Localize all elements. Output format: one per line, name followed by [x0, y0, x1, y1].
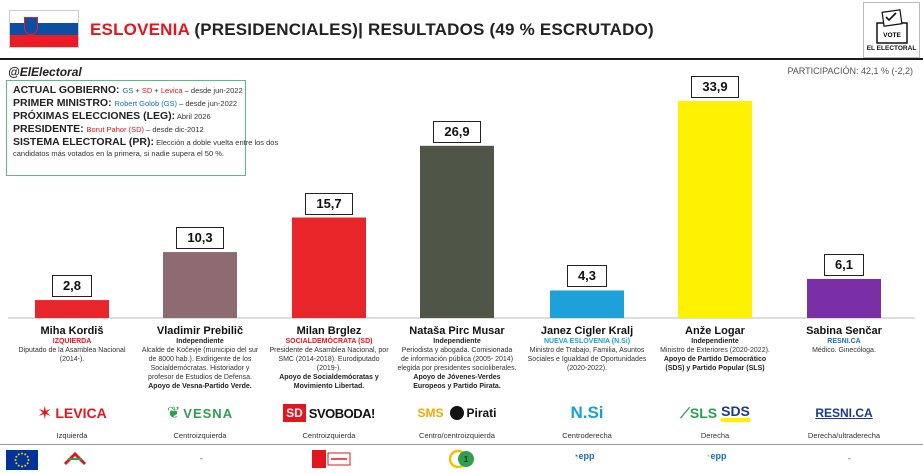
eu-flag-icon: [6, 450, 38, 470]
page-title: ESLOVENIA (PRESIDENCIALES)| RESULTADOS (…: [90, 20, 654, 40]
candidate-1: Miha Kordiš IZQUIERDA Diputado de la Asamb…: [12, 325, 132, 364]
footer-levica-icon: [62, 450, 88, 470]
el-electoral-logo: VOTE EL ELECTORAL: [863, 2, 920, 58]
slovenia-flag-icon: [9, 10, 79, 48]
footer: - 1 ◔epp ◔epp -: [0, 445, 923, 474]
value-label-1: 2,8: [52, 275, 92, 298]
candidate-5: Janez Cigler Kralj NUEVA ESLOVENIA (N.Si)…: [527, 325, 647, 373]
party-logo-1: ✶ LEVICA: [37, 402, 107, 423]
ideology-label-4: Centro/centroizquierda: [419, 431, 495, 440]
candidate-description: Diputado de la Asamblea Nacional (2014-)…: [18, 347, 126, 363]
svg-text:1: 1: [464, 455, 469, 464]
candidate-name: Milan Brglez: [296, 325, 362, 337]
candidate-name: Anže Logar: [685, 325, 745, 337]
ideology-label-1: Izquierda: [56, 431, 88, 440]
info-prime-minister: PRIMER MINISTRO: Robert Golob (GS) – des…: [13, 97, 238, 109]
candidate-6: Anže Logar Independiente Ministro de Exter…: [655, 325, 775, 373]
candidate-name: Nataša Pirc Musar: [409, 325, 505, 337]
candidate-3: Milan Brglez SOCIALDEMÓCRATA (SD) Presiden…: [269, 325, 389, 391]
bar-4: [420, 145, 494, 318]
ideology-label-2: Centroizquierda: [173, 431, 227, 440]
candidate-description: Presidente de Asamblea Nacional, por SMC…: [269, 347, 389, 390]
candidate-name: Vladimir Prebilič: [156, 325, 244, 337]
footer-epp-1: ◔epp: [573, 451, 595, 461]
header-divider: [0, 58, 923, 60]
candidate-support: Apoyo de Partido Democrático (SDS) y Par…: [663, 356, 767, 372]
candidate-party: RESNI.CA: [827, 338, 861, 345]
pirate-icon: [449, 406, 464, 420]
info-box: ACTUAL GOBIERNO: GS + SD + Levica – desd…: [6, 80, 279, 176]
candidate-description: Alcalde de Kočevje (municipio del sur de…: [141, 347, 259, 390]
bar-6: [678, 101, 752, 318]
info-government: ACTUAL GOBIERNO: GS + SD + Levica – desd…: [13, 84, 243, 96]
candidate-name: Sabina Senčar: [806, 325, 882, 337]
candidate-support: Apoyo de Jóvenes-Verdes Europeos y Parti…: [413, 374, 501, 390]
candidate-party: NUEVA ESLOVENIA (N.Si): [543, 338, 631, 345]
ideology-label-5: Centroderecha: [562, 431, 612, 440]
ideology-label-7: Derecha/ultraderecha: [807, 431, 881, 440]
vesna-leaf-icon: ❦: [166, 405, 181, 422]
footer-sd-icon: [312, 450, 352, 470]
value-label-5: 4,3: [567, 265, 607, 288]
candidate-7: Sabina Senčar RESNI.CA Médico. Ginecóloga.: [784, 325, 904, 355]
logo-text: EL ELECTORAL: [866, 45, 917, 52]
footer-dash-2: -: [848, 454, 851, 463]
candidate-description: Médico. Ginecóloga.: [812, 347, 876, 354]
ideology-label-6: Derecha: [700, 431, 730, 440]
value-label-3: 15,7: [305, 192, 353, 215]
party-logo-4: SMS Pirati: [417, 406, 497, 420]
bar-2: [163, 252, 237, 318]
header: ESLOVENIA (PRESIDENCIALES)| RESULTADOS (…: [0, 0, 923, 58]
candidate-party: Independiente: [176, 338, 224, 345]
party-logo-2: ❦ VESNA: [166, 405, 234, 422]
bar-3: [292, 217, 366, 318]
candidate-party: SOCIALDEMÓCRATA (SD): [285, 338, 373, 345]
footer-epp-2: ◔epp: [705, 451, 727, 461]
party-logo-6: ⟋SLS SDS: [680, 403, 750, 422]
candidate-2: Vladimir Prebilič Independiente Alcalde de…: [140, 325, 260, 391]
party-logo-5: N.Si: [570, 403, 604, 422]
ideology-label-3: Centroizquierda: [302, 431, 356, 440]
ballot-box-icon: VOTE: [876, 9, 908, 44]
candidate-party: IZQUIERDA: [52, 338, 92, 345]
candidate-4: Nataša Pirc Musar Independiente Periodista…: [397, 325, 517, 391]
bar-1: [35, 300, 109, 318]
twitter-handle: @ElElectoral: [8, 65, 82, 79]
participation-text: PARTICIPACIÓN: 42,1 % (-2,2): [787, 66, 913, 76]
candidate-name: Miha Kordiš: [40, 325, 104, 337]
bar-7: [807, 278, 881, 318]
ballot-vote-text: VOTE: [883, 32, 901, 39]
info-president: PRESIDENTE: Borut Pahor (SD) – desde dic…: [13, 123, 204, 135]
candidate-description: Ministro de Exteriores (2020-2022). Apoyo…: [655, 346, 775, 373]
info-next-elections: PRÓXIMAS ELECCIONES (LEG): Abril 2026: [13, 110, 211, 122]
candidate-name: Janez Cigler Kralj: [540, 325, 634, 337]
info-electoral-system-cont: candidatos más votados en la primera, si…: [13, 149, 224, 158]
footer-divider: [0, 444, 923, 445]
footer-dash-1: -: [200, 454, 203, 463]
candidate-party: Independiente: [691, 338, 739, 345]
value-label-4: 26,9: [433, 120, 481, 143]
value-label-2: 10,3: [176, 227, 224, 250]
candidate-party: Independiente: [433, 338, 481, 345]
bar-5: [550, 290, 624, 318]
value-label-7: 6,1: [824, 253, 864, 276]
party-logo-7: RESNI.CA: [815, 406, 873, 420]
candidate-support: Apoyo de Vesna-Partido Verde.: [148, 383, 252, 390]
footer-green-icon: 1: [447, 449, 477, 471]
levica-star-icon: ✶: [37, 402, 53, 423]
candidate-description: Ministro de Trabajo, Familia, Asuntos So…: [527, 347, 647, 372]
party-logo-3: SD SVOBODA!: [269, 402, 389, 424]
candidate-description: Periodista y abogada. Comisionada de inf…: [397, 347, 517, 390]
candidate-support: Apoyo de Socialdemócratas y Movimiento L…: [279, 374, 379, 390]
value-label-6: 33,9: [691, 76, 739, 98]
title-country: ESLOVENIA: [90, 20, 190, 39]
title-rest: (PRESIDENCIALES)| RESULTADOS (49 % ESCRU…: [189, 20, 654, 39]
info-electoral-system: SISTEMA ELECTORAL (PR): Elección a doble…: [13, 136, 279, 148]
